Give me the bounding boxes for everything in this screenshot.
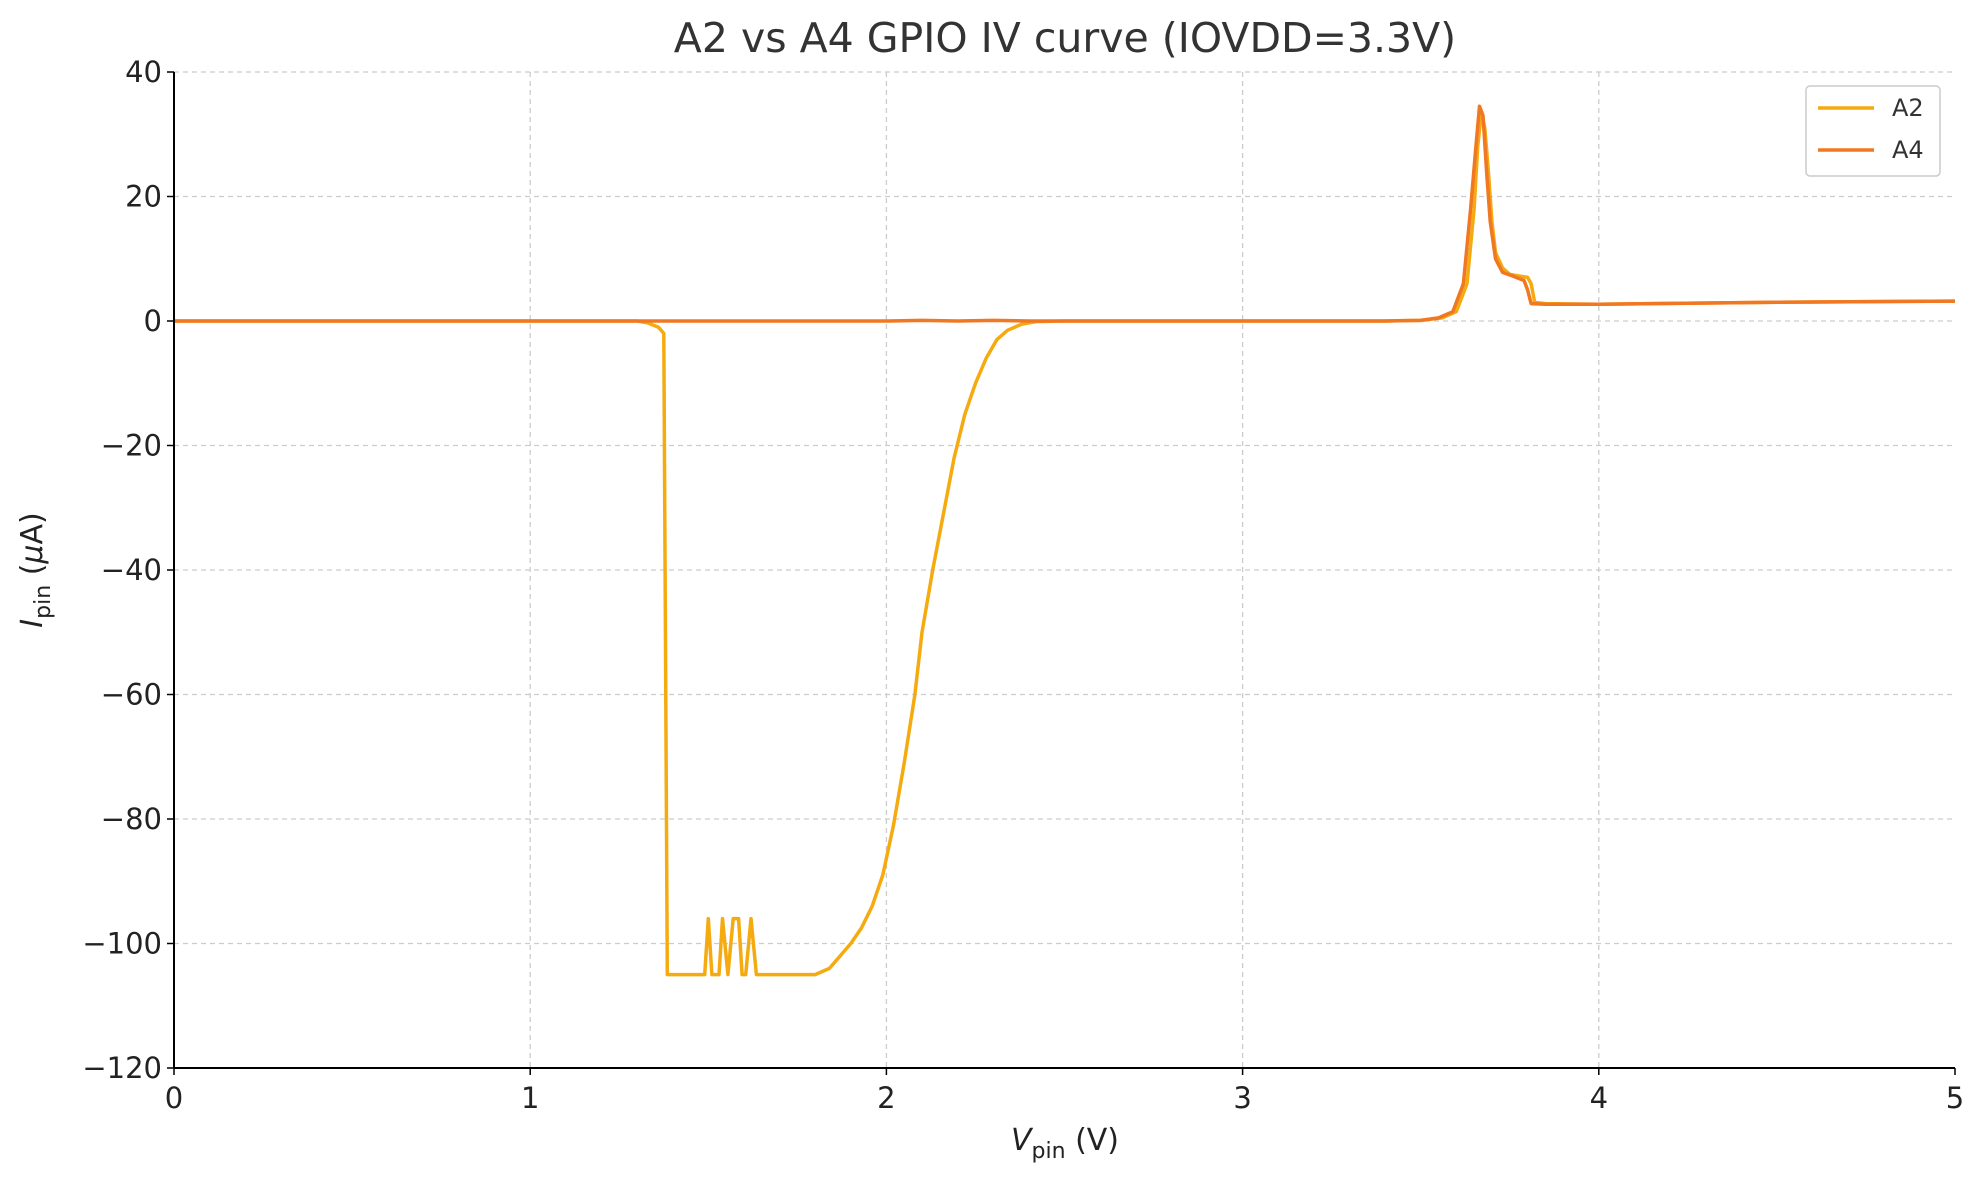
series-line-a4 xyxy=(174,104,1956,323)
series-layer xyxy=(174,104,1956,977)
legend-label-a4: A4 xyxy=(1892,136,1924,164)
grid-lines xyxy=(174,71,1955,1068)
y-tick-label: 0 xyxy=(144,304,162,338)
y-axis-label-unit-post: A) xyxy=(15,512,50,544)
y-tick-label: −40 xyxy=(101,553,162,587)
y-axis-label-unit-mu: μ xyxy=(15,545,50,565)
x-tick-label: 2 xyxy=(877,1081,895,1115)
legend-label-a2: A2 xyxy=(1892,94,1924,122)
x-axis-label-sub: pin xyxy=(1032,1139,1066,1164)
y-tick-label: −80 xyxy=(101,802,162,836)
y-tick-label: −100 xyxy=(82,927,162,961)
y-tick-label: 40 xyxy=(125,55,162,89)
x-axis-label: Vpin (V) xyxy=(1011,1123,1119,1164)
axes xyxy=(167,71,1956,1075)
x-tick-label: 5 xyxy=(1946,1081,1964,1115)
y-tick-label: 20 xyxy=(125,180,162,214)
x-axis-label-main: V xyxy=(1011,1123,1034,1158)
chart-title: A2 vs A4 GPIO IV curve (IOVDD=3.3V) xyxy=(674,14,1456,62)
x-tick-label: 1 xyxy=(521,1081,539,1115)
y-axis-label-sub: pin xyxy=(31,585,56,619)
y-axis-label-unit-pre: ( xyxy=(15,564,50,585)
y-tick-label: −120 xyxy=(82,1051,162,1085)
x-tick-label: 3 xyxy=(1233,1081,1251,1115)
x-axis-label-unit: (V) xyxy=(1066,1123,1119,1158)
x-tick-label: 4 xyxy=(1590,1081,1608,1115)
x-tick-label: 0 xyxy=(165,1081,183,1115)
y-tick-label: −20 xyxy=(101,429,162,463)
y-tick-label: −60 xyxy=(101,678,162,712)
y-axis-label: Ipin (μA) xyxy=(15,512,56,627)
tick-labels: 0 1 2 3 4 5 −120 −100 −80 −60 −40 −20 0 20 40 xyxy=(82,55,1964,1115)
y-axis-label-main: I xyxy=(15,619,50,628)
legend: A2 A4 xyxy=(1805,85,1941,177)
